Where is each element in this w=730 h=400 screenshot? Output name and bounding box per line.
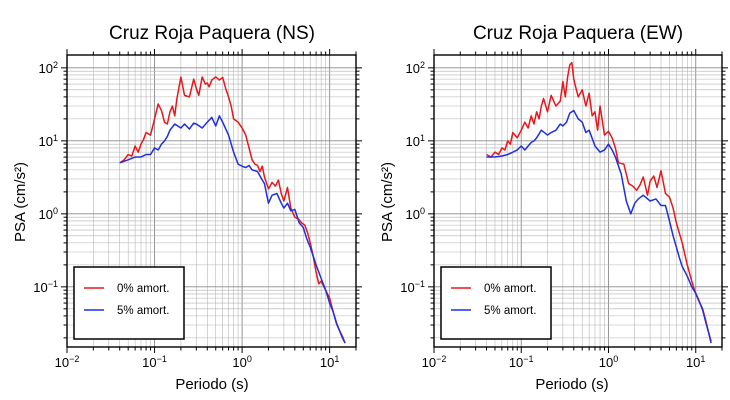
y-axis-label: PSA (cm/s²) (379, 162, 396, 242)
y-tick-label: 101 (39, 133, 58, 149)
plot-frame (66, 54, 357, 348)
legend-box (73, 266, 185, 340)
panel-ns: Cruz Roja Paquera (NS) Periodo (s) PSA (… (12, 23, 362, 393)
x-tick-label: 100 (232, 354, 251, 370)
x-tick-labels: 10−2 10−1 100 101 (422, 354, 706, 370)
series-line-0pct (119, 76, 346, 344)
y-tick-label: 102 (406, 60, 425, 76)
y-tick-label: 10−1 (33, 279, 58, 295)
y-tick-label: 100 (406, 206, 425, 222)
legend-box (440, 266, 552, 340)
series-line-5pct (119, 115, 346, 344)
series-line-5pct (486, 109, 712, 344)
y-tick-label: 100 (39, 206, 58, 222)
x-tick-label: 101 (686, 354, 705, 370)
x-tick-label: 100 (599, 354, 618, 370)
series-layer (119, 76, 346, 344)
x-tick-label: 101 (320, 354, 339, 370)
x-tick-labels: 10−2 10−1 100 101 (55, 354, 340, 370)
tick-marks (61, 49, 362, 353)
legend-label-0pct: 0% amort. (117, 283, 169, 295)
y-tick-label: 10−1 (400, 279, 425, 295)
x-tick-label: 10−2 (422, 354, 447, 370)
x-axis-label: Periodo (s) (175, 376, 248, 393)
legend: 0% amort. 5% amort. (73, 266, 185, 340)
x-tick-label: 10−2 (55, 354, 80, 370)
series-line-0pct (486, 61, 712, 342)
y-tick-labels: 10−1 100 101 102 (33, 60, 58, 295)
x-tick-label: 10−1 (142, 354, 167, 370)
legend: 0% amort. 5% amort. (440, 266, 552, 340)
chart-title: Cruz Roja Paquera (EW) (473, 23, 683, 44)
panel-ew: Cruz Roja Paquera (EW) Periodo (s) PSA (… (379, 23, 728, 393)
series-layer (486, 61, 712, 344)
plot-frame (433, 54, 723, 348)
legend-label-0pct: 0% amort. (484, 283, 536, 295)
legend-label-5pct: 5% amort. (484, 305, 536, 317)
x-tick-label: 10−1 (509, 354, 534, 370)
y-tick-label: 102 (39, 60, 58, 76)
y-tick-label: 101 (406, 133, 425, 149)
y-tick-labels: 10−1 100 101 102 (400, 60, 425, 295)
chart-title: Cruz Roja Paquera (NS) (109, 23, 315, 44)
legend-label-5pct: 5% amort. (117, 305, 169, 317)
y-axis-label: PSA (cm/s²) (12, 162, 29, 242)
x-axis-label: Periodo (s) (535, 376, 608, 393)
tick-marks (428, 49, 728, 353)
